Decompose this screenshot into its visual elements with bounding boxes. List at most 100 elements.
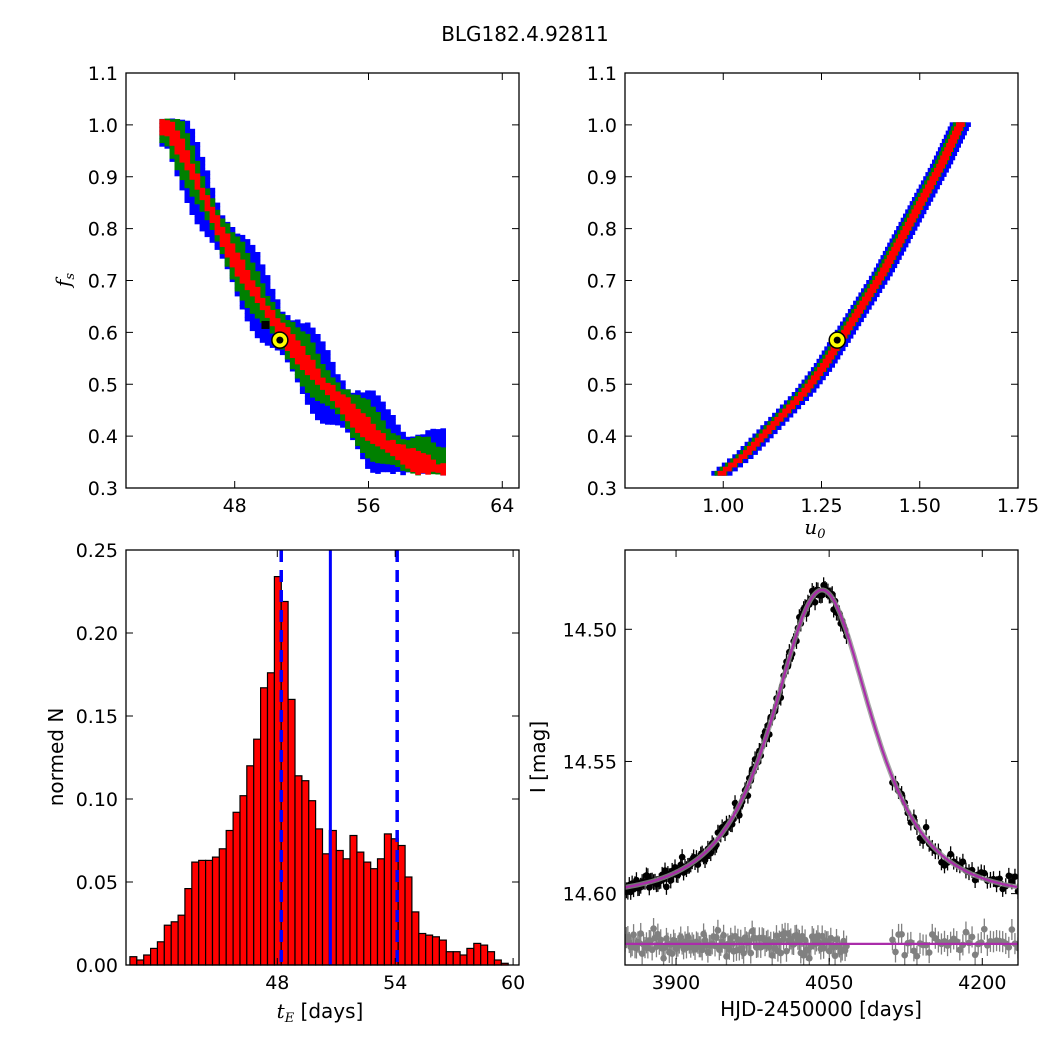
confidence-cell [862, 296, 867, 302]
confidence-cell [199, 203, 206, 208]
confidence-cell [824, 350, 830, 356]
confidence-cell [390, 430, 396, 436]
confidence-cell [249, 252, 256, 258]
confidence-cell [943, 143, 948, 148]
confidence-cell [956, 143, 961, 148]
confidence-cell [810, 375, 816, 381]
data-point [811, 599, 819, 606]
confidence-cell [430, 469, 436, 475]
confidence-cell [365, 436, 371, 441]
confidence-cell [259, 301, 266, 307]
confidence-cell [310, 331, 316, 336]
confidence-cell [340, 398, 346, 403]
data-point [747, 949, 755, 957]
confidence-cell [294, 323, 301, 328]
confidence-cell [239, 245, 246, 251]
y-tick-label: 0.10 [76, 789, 118, 811]
confidence-cell [174, 165, 181, 171]
confidence-cell [746, 446, 752, 451]
plot-area [711, 122, 971, 476]
confidence-cell [786, 404, 791, 410]
confidence-cell [405, 464, 411, 469]
data-point [714, 927, 722, 934]
confidence-cell [848, 313, 854, 318]
confidence-cell [756, 429, 762, 435]
confidence-cell [390, 426, 396, 432]
panel-light-curve: 3900 4050 4200 14.50 14.55 14.60 HJD-2450000 … [526, 549, 1019, 1021]
confidence-cell [719, 466, 725, 472]
confidence-cell [229, 275, 236, 280]
confidence-cell [855, 296, 861, 302]
confidence-cell [410, 459, 416, 465]
confidence-cell [926, 176, 931, 181]
confidence-cell [229, 259, 236, 264]
confidence-cell [370, 402, 376, 407]
confidence-cell [798, 383, 803, 389]
confidence-cell [219, 254, 226, 259]
confidence-cell [871, 288, 877, 293]
confidence-cell [733, 458, 738, 464]
confidence-cell [299, 323, 306, 328]
confidence-cell [325, 357, 331, 363]
confidence-cell [872, 275, 877, 281]
confidence-cell [768, 433, 774, 439]
confidence-cell [770, 421, 776, 426]
confidence-cell [325, 408, 331, 413]
confidence-cell [425, 458, 431, 463]
confidence-cell [754, 437, 760, 443]
confidence-cell [264, 286, 271, 292]
confidence-cell [320, 395, 326, 400]
confidence-cell [819, 358, 825, 364]
confidence-cell [289, 356, 296, 362]
confidence-cell [380, 428, 386, 433]
confidence-cell [815, 375, 820, 381]
confidence-cell [199, 223, 206, 228]
confidence-cell [254, 255, 261, 261]
data-point [657, 936, 665, 944]
confidence-cell [866, 280, 871, 285]
confidence-cell [294, 340, 301, 345]
confidence-cell [325, 420, 331, 425]
confidence-cell [189, 153, 196, 158]
confidence-cell [919, 188, 925, 194]
confidence-cell [814, 371, 819, 376]
confidence-cell [848, 333, 854, 339]
x-tick-label: 3900 [652, 972, 700, 994]
confidence-cell [159, 127, 165, 132]
confidence-cell [325, 354, 331, 359]
confidence-cell [947, 126, 953, 132]
confidence-cell [370, 464, 376, 469]
confidence-cell [405, 436, 411, 442]
confidence-cell [164, 120, 171, 125]
confidence-cell [244, 291, 251, 297]
confidence-cell [249, 326, 256, 332]
confidence-cell [254, 282, 261, 288]
confidence-cell [801, 387, 807, 393]
confidence-cell [169, 125, 176, 131]
confidence-cell [939, 151, 944, 156]
confidence-cell [284, 315, 291, 320]
confidence-cell [747, 450, 752, 455]
confidence-cell [763, 425, 769, 430]
confidence-cell [340, 389, 346, 394]
confidence-cell [360, 392, 366, 397]
confidence-cell [952, 138, 957, 144]
confidence-cell [224, 241, 231, 246]
confidence-cell [889, 238, 895, 244]
confidence-cell [259, 318, 266, 323]
confidence-cell [209, 191, 216, 197]
data-point [637, 930, 645, 937]
confidence-cell [440, 436, 446, 441]
confidence-cell [204, 198, 211, 204]
confidence-cell [415, 454, 421, 460]
confidence-cell [310, 393, 316, 398]
confidence-cell [918, 197, 923, 202]
confidence-cell [380, 405, 386, 410]
confidence-cell [189, 171, 196, 176]
confidence-cell [758, 437, 764, 443]
confidence-cell [941, 147, 946, 152]
confidence-cell [239, 288, 246, 293]
confidence-cell [941, 138, 947, 144]
confidence-cell [935, 151, 941, 156]
confidence-cell [405, 467, 411, 472]
